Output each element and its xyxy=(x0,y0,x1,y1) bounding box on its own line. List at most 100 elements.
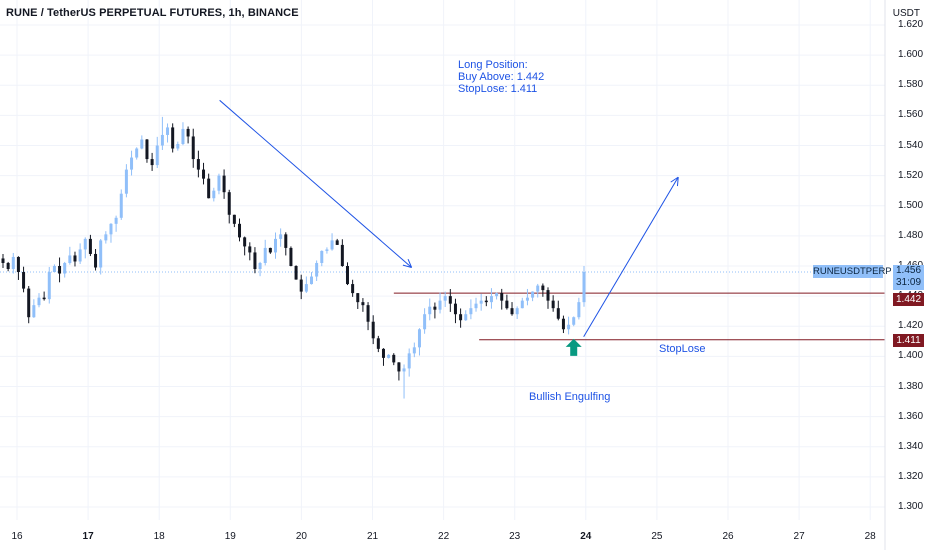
x-tick-label: 21 xyxy=(366,531,379,542)
trend-arrow[interactable] xyxy=(583,176,679,338)
x-tick-label: 24 xyxy=(580,531,592,542)
candle-body xyxy=(479,300,483,304)
pattern-label: Bullish Engulfing xyxy=(529,391,611,403)
trade-note: Long Position: Buy Above: 1.442 StopLose… xyxy=(458,59,544,95)
candle-body xyxy=(119,193,123,218)
candle-body xyxy=(145,139,149,160)
candle-body xyxy=(73,255,77,262)
candle-body xyxy=(325,249,329,251)
candle-body xyxy=(572,317,576,325)
trend-arrows xyxy=(219,99,679,356)
candle-body xyxy=(166,127,170,135)
candle-body xyxy=(140,139,144,149)
y-tick-label: 1.500 xyxy=(898,199,924,211)
candle-body xyxy=(417,329,421,348)
candle-body xyxy=(284,234,288,248)
candle-body xyxy=(114,217,118,224)
candle-body xyxy=(150,159,154,166)
candle-body xyxy=(531,291,535,298)
candle-body xyxy=(371,321,375,339)
y-tick-label: 1.600 xyxy=(898,49,924,61)
candle-body xyxy=(232,214,236,224)
candle-body xyxy=(171,127,175,149)
candle-body xyxy=(510,308,514,315)
candle-body xyxy=(315,262,319,277)
candle-body xyxy=(340,244,344,266)
candle-body xyxy=(459,314,463,321)
candle-body xyxy=(130,157,134,170)
candle-body xyxy=(351,284,355,294)
candle-body xyxy=(253,252,257,270)
candle-body xyxy=(37,297,41,306)
candle-body xyxy=(191,136,195,160)
trade-note-line: Buy Above: 1.442 xyxy=(458,71,545,83)
trend-arrow[interactable] xyxy=(219,99,412,268)
candle-body xyxy=(109,223,113,235)
y-tick-label: 1.420 xyxy=(898,320,924,332)
candle-body xyxy=(22,272,26,289)
candle-body xyxy=(464,314,468,321)
candle-body xyxy=(376,338,380,349)
candle-body xyxy=(428,306,432,315)
candle-body xyxy=(392,354,396,363)
candle-body xyxy=(361,302,365,306)
candle-body xyxy=(577,302,581,318)
x-tick-label: 16 xyxy=(11,531,23,542)
candle-body xyxy=(124,169,128,194)
candle-body xyxy=(11,256,15,270)
y-tick-label: 1.400 xyxy=(898,350,924,362)
candle-body xyxy=(551,300,555,309)
candle-body xyxy=(289,247,293,266)
candle-body xyxy=(83,238,87,250)
candle-body xyxy=(484,300,488,303)
trade-note-line: StopLose: 1.411 xyxy=(458,83,538,95)
trade-note-line: Long Position: xyxy=(458,59,528,71)
candle-body xyxy=(217,175,221,191)
price-levels xyxy=(0,271,885,341)
candle-body xyxy=(438,300,442,310)
symbol-tag: RUNEUSDTPERP xyxy=(813,265,892,278)
candle-body xyxy=(268,247,272,253)
candle-body xyxy=(495,293,499,297)
x-tick-label: 18 xyxy=(153,531,165,542)
candle-body xyxy=(196,159,200,170)
last-price: 1.456 xyxy=(895,265,922,276)
candle-body xyxy=(423,314,427,330)
candle-body xyxy=(68,255,72,263)
x-tick-label: 25 xyxy=(651,531,663,542)
candle-body xyxy=(345,266,349,285)
candle-body xyxy=(238,223,242,238)
candle-body xyxy=(320,250,324,263)
candle-body xyxy=(78,249,82,262)
y-tick-label: 1.340 xyxy=(898,440,924,452)
candle-body xyxy=(448,296,452,304)
x-tick-label: 23 xyxy=(509,531,521,542)
x-tick-label: 27 xyxy=(793,531,805,542)
candle-body xyxy=(443,296,447,301)
candle-body xyxy=(222,175,226,193)
bar-countdown: 31:09 xyxy=(895,277,922,288)
x-tick-label: 17 xyxy=(82,531,94,542)
candle-body xyxy=(366,305,370,322)
candle-body xyxy=(412,347,416,354)
y-tick-label: 1.360 xyxy=(898,410,924,422)
candle-body xyxy=(489,296,493,303)
candle-body xyxy=(520,300,524,309)
candle-body xyxy=(88,238,92,254)
candle-body xyxy=(181,128,185,144)
y-tick-label: 1.620 xyxy=(898,19,924,30)
trend-arrow-head xyxy=(676,177,679,187)
candle-body xyxy=(356,293,360,303)
candle-body xyxy=(546,290,550,301)
candle-body xyxy=(160,134,164,146)
candle-body xyxy=(1,258,5,263)
candle-body xyxy=(63,262,67,274)
y-tick-label: 1.300 xyxy=(898,501,924,512)
trend-arrow-head xyxy=(670,176,679,183)
candle-body xyxy=(32,305,36,318)
candle-body xyxy=(582,272,586,303)
candle-body xyxy=(335,240,339,245)
candle-body xyxy=(47,272,51,300)
candle-body xyxy=(227,192,231,215)
